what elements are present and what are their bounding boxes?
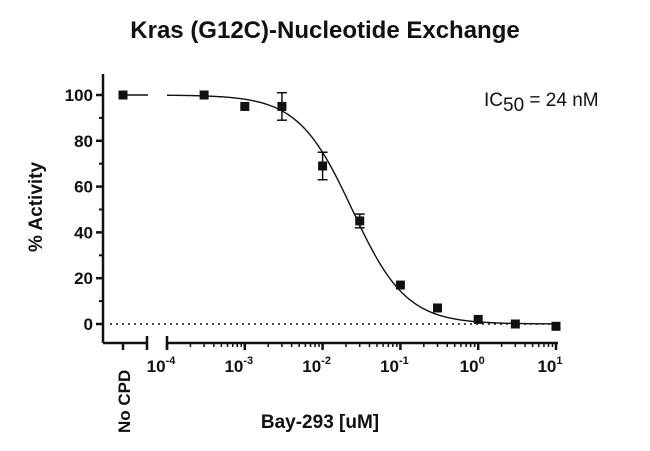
- y-tick-label: 0: [84, 315, 93, 334]
- x-tick-label: 101: [537, 355, 562, 376]
- data-point: [433, 303, 443, 313]
- axes: [101, 74, 558, 350]
- data-point: [277, 101, 287, 111]
- data-point: [395, 280, 405, 290]
- ic50-annotation: IC50 = 24 nM: [484, 90, 599, 116]
- y-tick-label: 40: [74, 223, 93, 242]
- x-tick-label: 100: [460, 355, 485, 376]
- control-point: [118, 90, 128, 100]
- ic50-prefix: IC: [484, 90, 503, 111]
- y-tick-label: 20: [74, 269, 93, 288]
- data-point: [240, 101, 250, 111]
- fit-curve: [166, 94, 557, 325]
- x-tick-label: 10-4: [147, 355, 177, 376]
- tick-marks: 0 20 40 60 80 100 10-4 10-3 10-2 10-1 100 101: [65, 86, 563, 376]
- x-tick-label: 10-3: [224, 355, 253, 376]
- x-axis-label: Bay-293 [uM]: [261, 412, 379, 433]
- ic50-subscript: 50: [503, 95, 524, 116]
- y-axis-label: % Activity: [26, 162, 47, 253]
- data-point: [318, 161, 328, 171]
- data-point: [551, 321, 561, 331]
- data-point: [473, 314, 483, 324]
- chart-title: Kras (G12C)-Nucleotide Exchange: [130, 17, 519, 44]
- control-tick-label: No CPD: [115, 370, 134, 433]
- ic50-suffix: = 24 nM: [524, 90, 598, 111]
- data-point: [355, 216, 365, 226]
- data-points-layer: [118, 90, 561, 331]
- data-point: [510, 319, 520, 329]
- y-tick-label: 60: [74, 178, 93, 197]
- y-tick-label: 80: [74, 132, 93, 151]
- y-tick-label: 100: [65, 86, 93, 105]
- fit-curve-layer: [110, 94, 557, 325]
- x-tick-label: 10-2: [302, 355, 331, 376]
- data-point: [199, 90, 209, 100]
- x-tick-label: 10-1: [380, 355, 409, 376]
